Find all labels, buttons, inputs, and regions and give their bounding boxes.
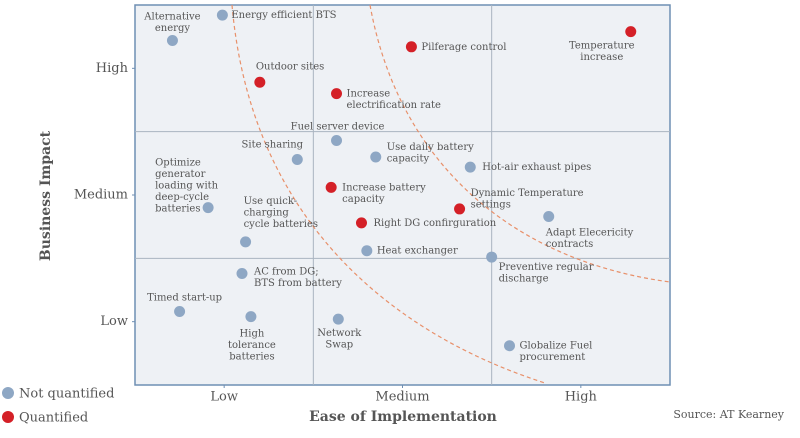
source: Source: AT Kearney [673,408,784,421]
point [166,34,178,46]
point [245,311,257,323]
point-label: Heat exchanger [377,245,458,256]
point-label: Site sharing [242,139,304,150]
point-label: Increase electrification rate [347,88,441,111]
x-tick-label: High [565,390,598,405]
point [240,236,252,248]
point [331,88,343,100]
point-label: Dynamic Temperature settings [471,187,584,210]
point-label: Network Swap [317,328,362,351]
y-tick-label: Low [100,314,128,329]
plot-area [134,4,671,386]
point [454,203,466,215]
point-label: Alternative energy [143,11,200,34]
point-label: Preventive regular discharge [499,262,594,285]
legend-label: Quantified [19,411,88,426]
point [543,211,555,223]
point-label: Use quick-charging cycle batteries [244,195,318,229]
point [355,217,367,229]
point-label: Use daily battery capacity [387,142,474,165]
point [486,251,498,263]
point [332,313,344,325]
point [370,151,382,163]
point-label: Globalize Fuel procurement [520,340,593,363]
point [236,268,248,280]
point [361,245,373,257]
point-label: Adapt Elecericity contracts [545,227,634,250]
point [174,306,186,318]
point-label: AC from DG; BTS from battery [253,266,342,289]
point-label: Temperature increase [569,40,635,63]
point-label: Outdoor sites [256,61,324,72]
x-axis-title: Ease of Implementation [309,409,497,425]
y-tick-label: High [96,61,129,76]
point [331,135,343,147]
point [216,9,228,21]
point [464,161,476,173]
point [325,181,337,193]
boundary-curve [369,4,671,283]
point-label: High tolerance batteries [228,328,276,362]
point-label: Energy efficient BTS [231,10,336,21]
point [504,340,515,352]
point-label: Increase battery capacity [342,182,426,205]
legend-label: Not quantified [19,387,114,402]
y-tick-label: Medium [74,188,128,203]
point [202,202,214,214]
point-label: Fuel server device [291,121,385,132]
point [254,76,266,88]
point-label: Optimize generator loading with deep-cycle b… [155,157,219,214]
legend-marker [2,387,14,399]
point [405,41,417,53]
x-tick-label: Low [210,390,238,405]
point [625,26,637,38]
boundary-curve [231,4,546,384]
point [291,154,303,166]
point-label: Pilferage control [421,41,506,52]
y-axis-title: Business Impact [38,130,54,261]
x-tick-label: Medium [375,390,429,405]
point-label: Timed start-up [147,292,222,303]
legend-marker [2,411,14,423]
point-label: Hot-air exhaust pipes [482,162,591,173]
point-label: Right DG confirguration [373,217,496,228]
